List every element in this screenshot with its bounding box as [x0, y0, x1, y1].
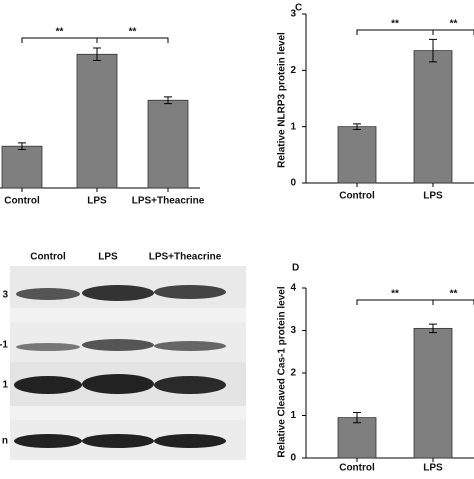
- y-tick-label: 1: [290, 410, 296, 421]
- significance-bracket: [21, 37, 98, 43]
- x-tick-label: LPS: [423, 463, 443, 474]
- x-tick-label: Control: [4, 196, 40, 207]
- error-bar: [353, 412, 361, 424]
- bar: [1, 145, 43, 189]
- blot-image: [10, 266, 246, 460]
- y-tick-label: 2: [290, 368, 296, 379]
- bar: [413, 327, 453, 459]
- error-bar: [93, 47, 101, 62]
- y-axis-title: Relative Cleaved Cas-1 protein level: [277, 286, 288, 457]
- blot-row-label: n: [2, 436, 8, 447]
- blot-row-label: 1: [2, 380, 8, 391]
- significance-bracket: [432, 299, 474, 305]
- significance-label: **: [391, 289, 399, 300]
- x-tick-label: LPS+Theacrine: [132, 196, 205, 207]
- y-tick-label: 1: [290, 121, 296, 132]
- x-tick-label: LPS: [423, 191, 443, 202]
- significance-bracket: [96, 37, 169, 43]
- y-tick-label: 3: [290, 9, 296, 20]
- significance-label: **: [450, 289, 458, 300]
- y-tick-label: 0: [290, 453, 296, 464]
- y-tick-label: 4: [290, 283, 296, 294]
- bar: [337, 417, 377, 459]
- bar: [413, 50, 453, 184]
- significance-label: **: [129, 27, 137, 38]
- blot-column-label: LPS: [98, 252, 118, 263]
- significance-label: **: [391, 19, 399, 30]
- y-tick-label: 2: [290, 65, 296, 76]
- bar: [337, 126, 377, 184]
- y-tick-label: 0: [290, 178, 296, 189]
- bar: [76, 53, 118, 189]
- significance-bracket: [356, 29, 434, 35]
- error-bar: [429, 323, 437, 334]
- blot-row-label: -1: [0, 340, 8, 351]
- error-bar: [429, 38, 437, 63]
- blot-row-label: 3: [2, 290, 8, 301]
- error-bar: [18, 142, 26, 151]
- x-tick-label: Control: [339, 463, 375, 474]
- x-tick-label: Control: [339, 191, 375, 202]
- y-axis-title: Relative NLRP3 protein level: [277, 32, 288, 168]
- significance-label: **: [450, 19, 458, 30]
- error-bar: [353, 123, 361, 130]
- significance-label: **: [56, 27, 64, 38]
- significance-bracket: [356, 299, 434, 305]
- blot-column-label: LPS+Theacrine: [149, 252, 222, 263]
- panel-label: C: [295, 3, 302, 14]
- bar: [147, 99, 189, 189]
- panel-label: D: [292, 263, 299, 274]
- y-tick-label: 3: [290, 325, 296, 336]
- blot-column-label: Control: [30, 252, 66, 263]
- significance-bracket: [432, 29, 474, 35]
- x-tick-label: LPS: [87, 196, 107, 207]
- error-bar: [164, 96, 172, 105]
